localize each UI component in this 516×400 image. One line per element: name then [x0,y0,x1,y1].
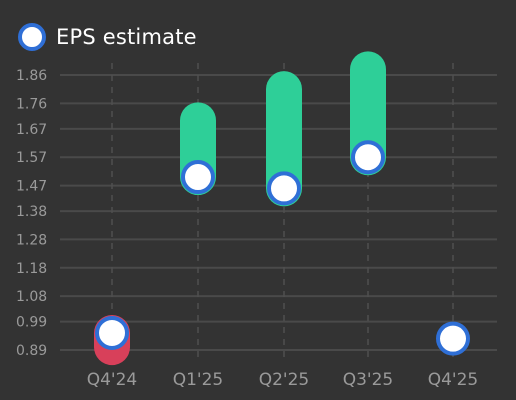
estimate-point [95,315,129,350]
y-tick-label: 1.76 [16,96,47,112]
estimate-point [351,140,385,175]
estimate-point [267,171,301,206]
estimate-point [181,160,215,195]
y-tick-label: 1.86 [16,68,47,84]
y-tick-label: 1.47 [16,179,47,195]
y-tick-label: 1.08 [16,289,47,305]
y-tick-label: 1.38 [16,204,47,220]
beat-range-bar [266,71,302,207]
legend-label: EPS estimate [56,25,197,49]
y-tick-label: 0.99 [16,315,47,331]
x-category-label: Q4'24 [87,370,138,390]
x-category-label: Q3'25 [343,370,394,390]
x-category-label: Q4'25 [428,370,479,390]
legend: EPS estimate [18,19,197,55]
y-tick-label: 1.57 [16,150,47,166]
estimate-point [436,321,470,356]
y-tick-label: 0.89 [16,343,47,359]
legend-marker-icon [18,23,46,51]
y-tick-label: 1.18 [16,261,47,277]
y-tick-label: 1.28 [16,232,47,248]
y-tick-label: 1.67 [16,122,47,138]
x-category-label: Q1'25 [173,370,224,390]
x-category-label: Q2'25 [259,370,310,390]
